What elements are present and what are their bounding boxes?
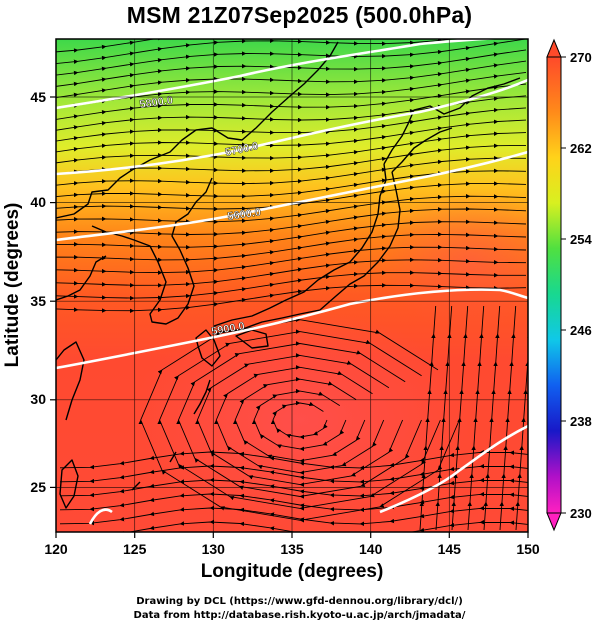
credit-drawing: Drawing by DCL (https://www.gfd-dennou.o…: [136, 596, 463, 607]
colorbar-top-arrow: [546, 38, 562, 58]
colorbar-tick-label: 238: [570, 414, 592, 429]
contour-5900-sw: [88, 508, 113, 525]
colorbar-tick-label: 262: [570, 141, 592, 156]
lon-tick-label: 135: [280, 541, 304, 557]
height-contours: [56, 39, 528, 525]
contour-5800: [56, 150, 528, 242]
colorbar-tick-label: 254: [570, 232, 592, 247]
streamline: [56, 283, 527, 314]
figure-title: MSM 21Z07Sep2025 (500.0hPa): [126, 2, 473, 28]
colorbar: 270 262 254 246 238 230: [546, 38, 592, 532]
coastlines: [56, 41, 521, 509]
streamline: [467, 305, 485, 531]
contour-5900: [56, 288, 528, 370]
streamline: [89, 519, 528, 532]
credit-data-source: Data from http://database.rish.kyoto-u.a…: [133, 610, 466, 621]
streamline: [515, 333, 528, 531]
contour-label-5800: 5800.0: [139, 94, 174, 111]
contour-label-5900: 5900.0: [210, 320, 245, 338]
contour-5600: [56, 39, 503, 110]
lat-tick-label: 25: [30, 479, 46, 495]
grid-lines: [56, 39, 528, 532]
lat-tick-label: 30: [30, 391, 46, 407]
lat-tick-label: 35: [30, 293, 46, 309]
contour-5900-south: [379, 424, 528, 514]
lat-tick-label: 40: [30, 194, 46, 210]
y-axis-title: Latitude (degrees): [2, 203, 23, 368]
lon-tick-label: 140: [359, 541, 383, 557]
streamline: [499, 305, 517, 531]
colorbar-tick-label: 230: [570, 506, 592, 521]
lon-tick-label: 130: [202, 541, 226, 557]
lon-tick-label: 120: [44, 541, 68, 557]
streamline: [59, 505, 528, 527]
colorbar-tick-label: 246: [570, 323, 592, 338]
lat-tick-labels: 25 30 35 40 45: [30, 89, 46, 495]
contour-5700: [56, 78, 528, 176]
streamline: [483, 305, 501, 531]
axis-ticks: [50, 96, 529, 538]
streamline: [451, 305, 469, 531]
colorbar-tick-label: 270: [570, 50, 592, 65]
lat-tick-label: 45: [30, 89, 46, 105]
lon-tick-label: 145: [438, 541, 462, 557]
colorbar-gradient: [546, 56, 562, 514]
x-axis-title: Longitude (degrees): [201, 561, 384, 582]
lon-tick-label: 125: [123, 541, 147, 557]
lon-tick-labels: 120 125 130 135 140 145 150: [44, 541, 540, 557]
contour-label-5600: 5600.0: [227, 206, 262, 223]
colorbar-bottom-arrow: [546, 512, 562, 532]
lon-tick-label: 150: [516, 541, 540, 557]
